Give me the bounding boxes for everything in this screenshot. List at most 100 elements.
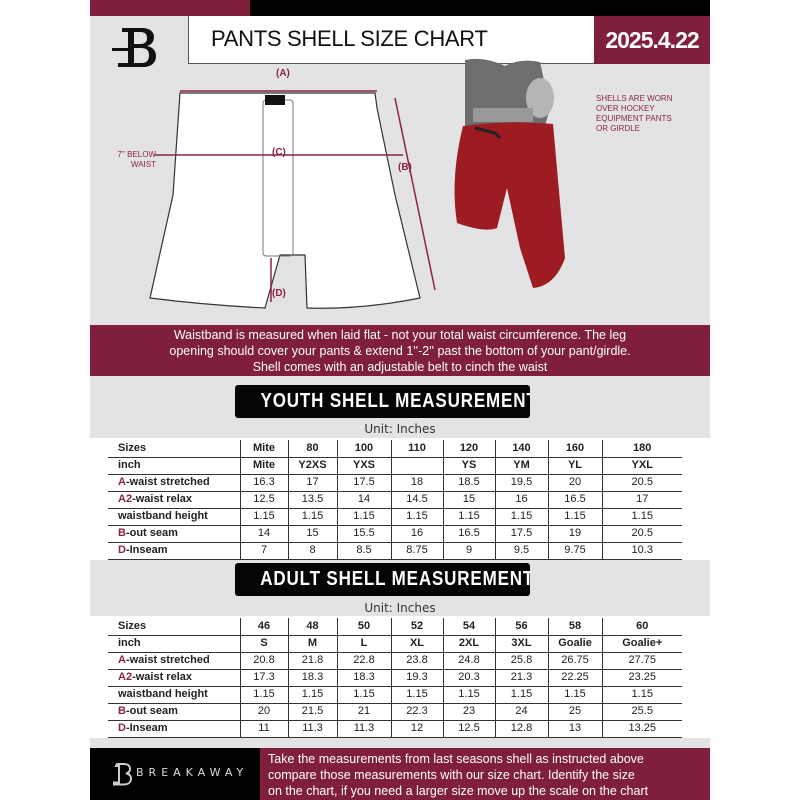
top-bar-accent (90, 0, 250, 16)
size-chart-page: PANTS SHELL SIZE CHART 2025.4.22 (A) (C)… (90, 0, 710, 800)
table-cell: 52 (390, 618, 443, 636)
below-waist-note: 7'' BELOW WAIST (106, 150, 156, 170)
table-cell: 24 (494, 703, 548, 721)
table-cell: 1.15 (390, 686, 443, 704)
row-label: D-Inseam (108, 720, 240, 738)
row-label: waistband height (108, 508, 240, 526)
table-cell: 160 (547, 440, 602, 458)
table-cell: 23.25 (601, 669, 682, 687)
table-cell: 27.75 (601, 652, 682, 670)
label-prefix: D (118, 544, 126, 556)
table-cell: 10.3 (601, 542, 682, 560)
label-d: (D) (272, 288, 286, 299)
table-cell: 9 (442, 542, 495, 560)
label-text: Sizes (118, 619, 147, 632)
table-cell: 20.3 (442, 669, 495, 687)
table-cell: 25.5 (601, 703, 682, 721)
label-c: (C) (272, 147, 286, 158)
table-cell: 7 (239, 542, 288, 560)
table-cell: 21.8 (287, 652, 337, 670)
table-cell: 20.5 (601, 474, 682, 492)
table-row: B-out seam 20 21.5 21 22.3 23 24 25 25.5 (108, 703, 682, 721)
label-a: (A) (276, 68, 290, 79)
banner-line: Waistband is measured when laid flat - n… (173, 328, 627, 342)
table-cell: YM (494, 457, 548, 475)
label-prefix: B (118, 527, 126, 539)
shell-note-line: SHELLS ARE WORN (596, 94, 673, 103)
row-label: B-out seam (108, 703, 240, 721)
label-prefix: A (118, 476, 126, 488)
table-cell: 8.5 (336, 542, 391, 560)
table-cell: 12.5 (442, 720, 495, 738)
table-cell: YXL (601, 457, 682, 475)
table-cell: 17 (287, 474, 337, 492)
table-cell: Goalie (547, 635, 602, 653)
table-cell: 1.15 (547, 686, 602, 704)
table-cell: 17.3 (239, 669, 288, 687)
table-cell: 60 (601, 618, 682, 636)
label-b: (B) (398, 162, 412, 173)
footer-line: compare those measurements with our size… (268, 768, 635, 782)
table-cell: 17.5 (336, 474, 391, 492)
table-cell: 18 (390, 474, 443, 492)
breakaway-logo (112, 24, 162, 74)
table-cell: 11 (239, 720, 288, 738)
table-cell: 140 (494, 440, 548, 458)
table-cell: 15 (442, 491, 495, 509)
table-cell: YXS (336, 457, 391, 475)
table-cell: Goalie+ (601, 635, 682, 653)
table-cell: 14 (336, 491, 391, 509)
row-label: inch (108, 635, 240, 653)
below-waist-line: WAIST (130, 160, 156, 169)
table-cell: 1.15 (601, 686, 682, 704)
label-text: -waist relax (132, 493, 192, 505)
table-row: waistband height 1.15 1.15 1.15 1.15 1.15 1.15… (108, 508, 682, 526)
table-cell: 22.3 (390, 703, 443, 721)
table-cell: 25.8 (494, 652, 548, 670)
row-label: inch (108, 457, 240, 475)
table-cell: 11.3 (287, 720, 337, 738)
banner-line: opening should cover your pants & extend… (169, 344, 631, 358)
table-cell: 1.15 (547, 508, 602, 526)
table-cell: 12.5 (239, 491, 288, 509)
table-cell: 16.5 (442, 525, 495, 543)
table-cell: 1.15 (336, 686, 391, 704)
table-cell (390, 457, 443, 475)
table-cell: 54 (442, 618, 495, 636)
table-cell: S (239, 635, 288, 653)
shorts-diagram (149, 90, 436, 309)
table-row: inch S M L XL 2XL 3XL Goalie Goalie+ (108, 635, 682, 653)
table-cell: 20.5 (601, 525, 682, 543)
table-cell: 17.5 (494, 525, 548, 543)
page-title: PANTS SHELL SIZE CHART (188, 16, 594, 64)
table-cell: 11.3 (336, 720, 391, 738)
label-text: -out seam (125, 527, 178, 539)
adult-unit: Unit: Inches (364, 601, 436, 615)
row-label: A2-waist relax (108, 491, 240, 509)
youth-unit: Unit: Inches (364, 422, 436, 436)
table-cell: 13.25 (601, 720, 682, 738)
table-cell: 80 (287, 440, 337, 458)
table-cell: 58 (547, 618, 602, 636)
banner-line: Shell comes with an adjustable belt to c… (252, 360, 548, 374)
table-cell: 1.15 (390, 508, 443, 526)
row-label: D-Inseam (108, 542, 240, 560)
row-label: A-waist stretched (108, 652, 240, 670)
table-cell: 21 (336, 703, 391, 721)
table-cell: 1.15 (336, 508, 391, 526)
table-cell: 19.5 (494, 474, 548, 492)
table-cell: 1.15 (601, 508, 682, 526)
table-cell: 24.8 (442, 652, 495, 670)
waistband-info-banner: Waistband is measured when laid flat - n… (90, 325, 710, 376)
row-label: A2-waist relax (108, 669, 240, 687)
table-cell: Y2XS (287, 457, 337, 475)
table-cell: 1.15 (287, 686, 337, 704)
table-cell: 16.5 (547, 491, 602, 509)
table-cell: 18.3 (287, 669, 337, 687)
label-text: -waist stretched (125, 476, 210, 488)
table-row: inch Mite Y2XS YXS YS YM YL YXL (108, 457, 682, 475)
table-cell: 20.8 (239, 652, 288, 670)
table-cell: 12 (390, 720, 443, 738)
table-cell: 20 (239, 703, 288, 721)
table-cell: 1.15 (494, 508, 548, 526)
